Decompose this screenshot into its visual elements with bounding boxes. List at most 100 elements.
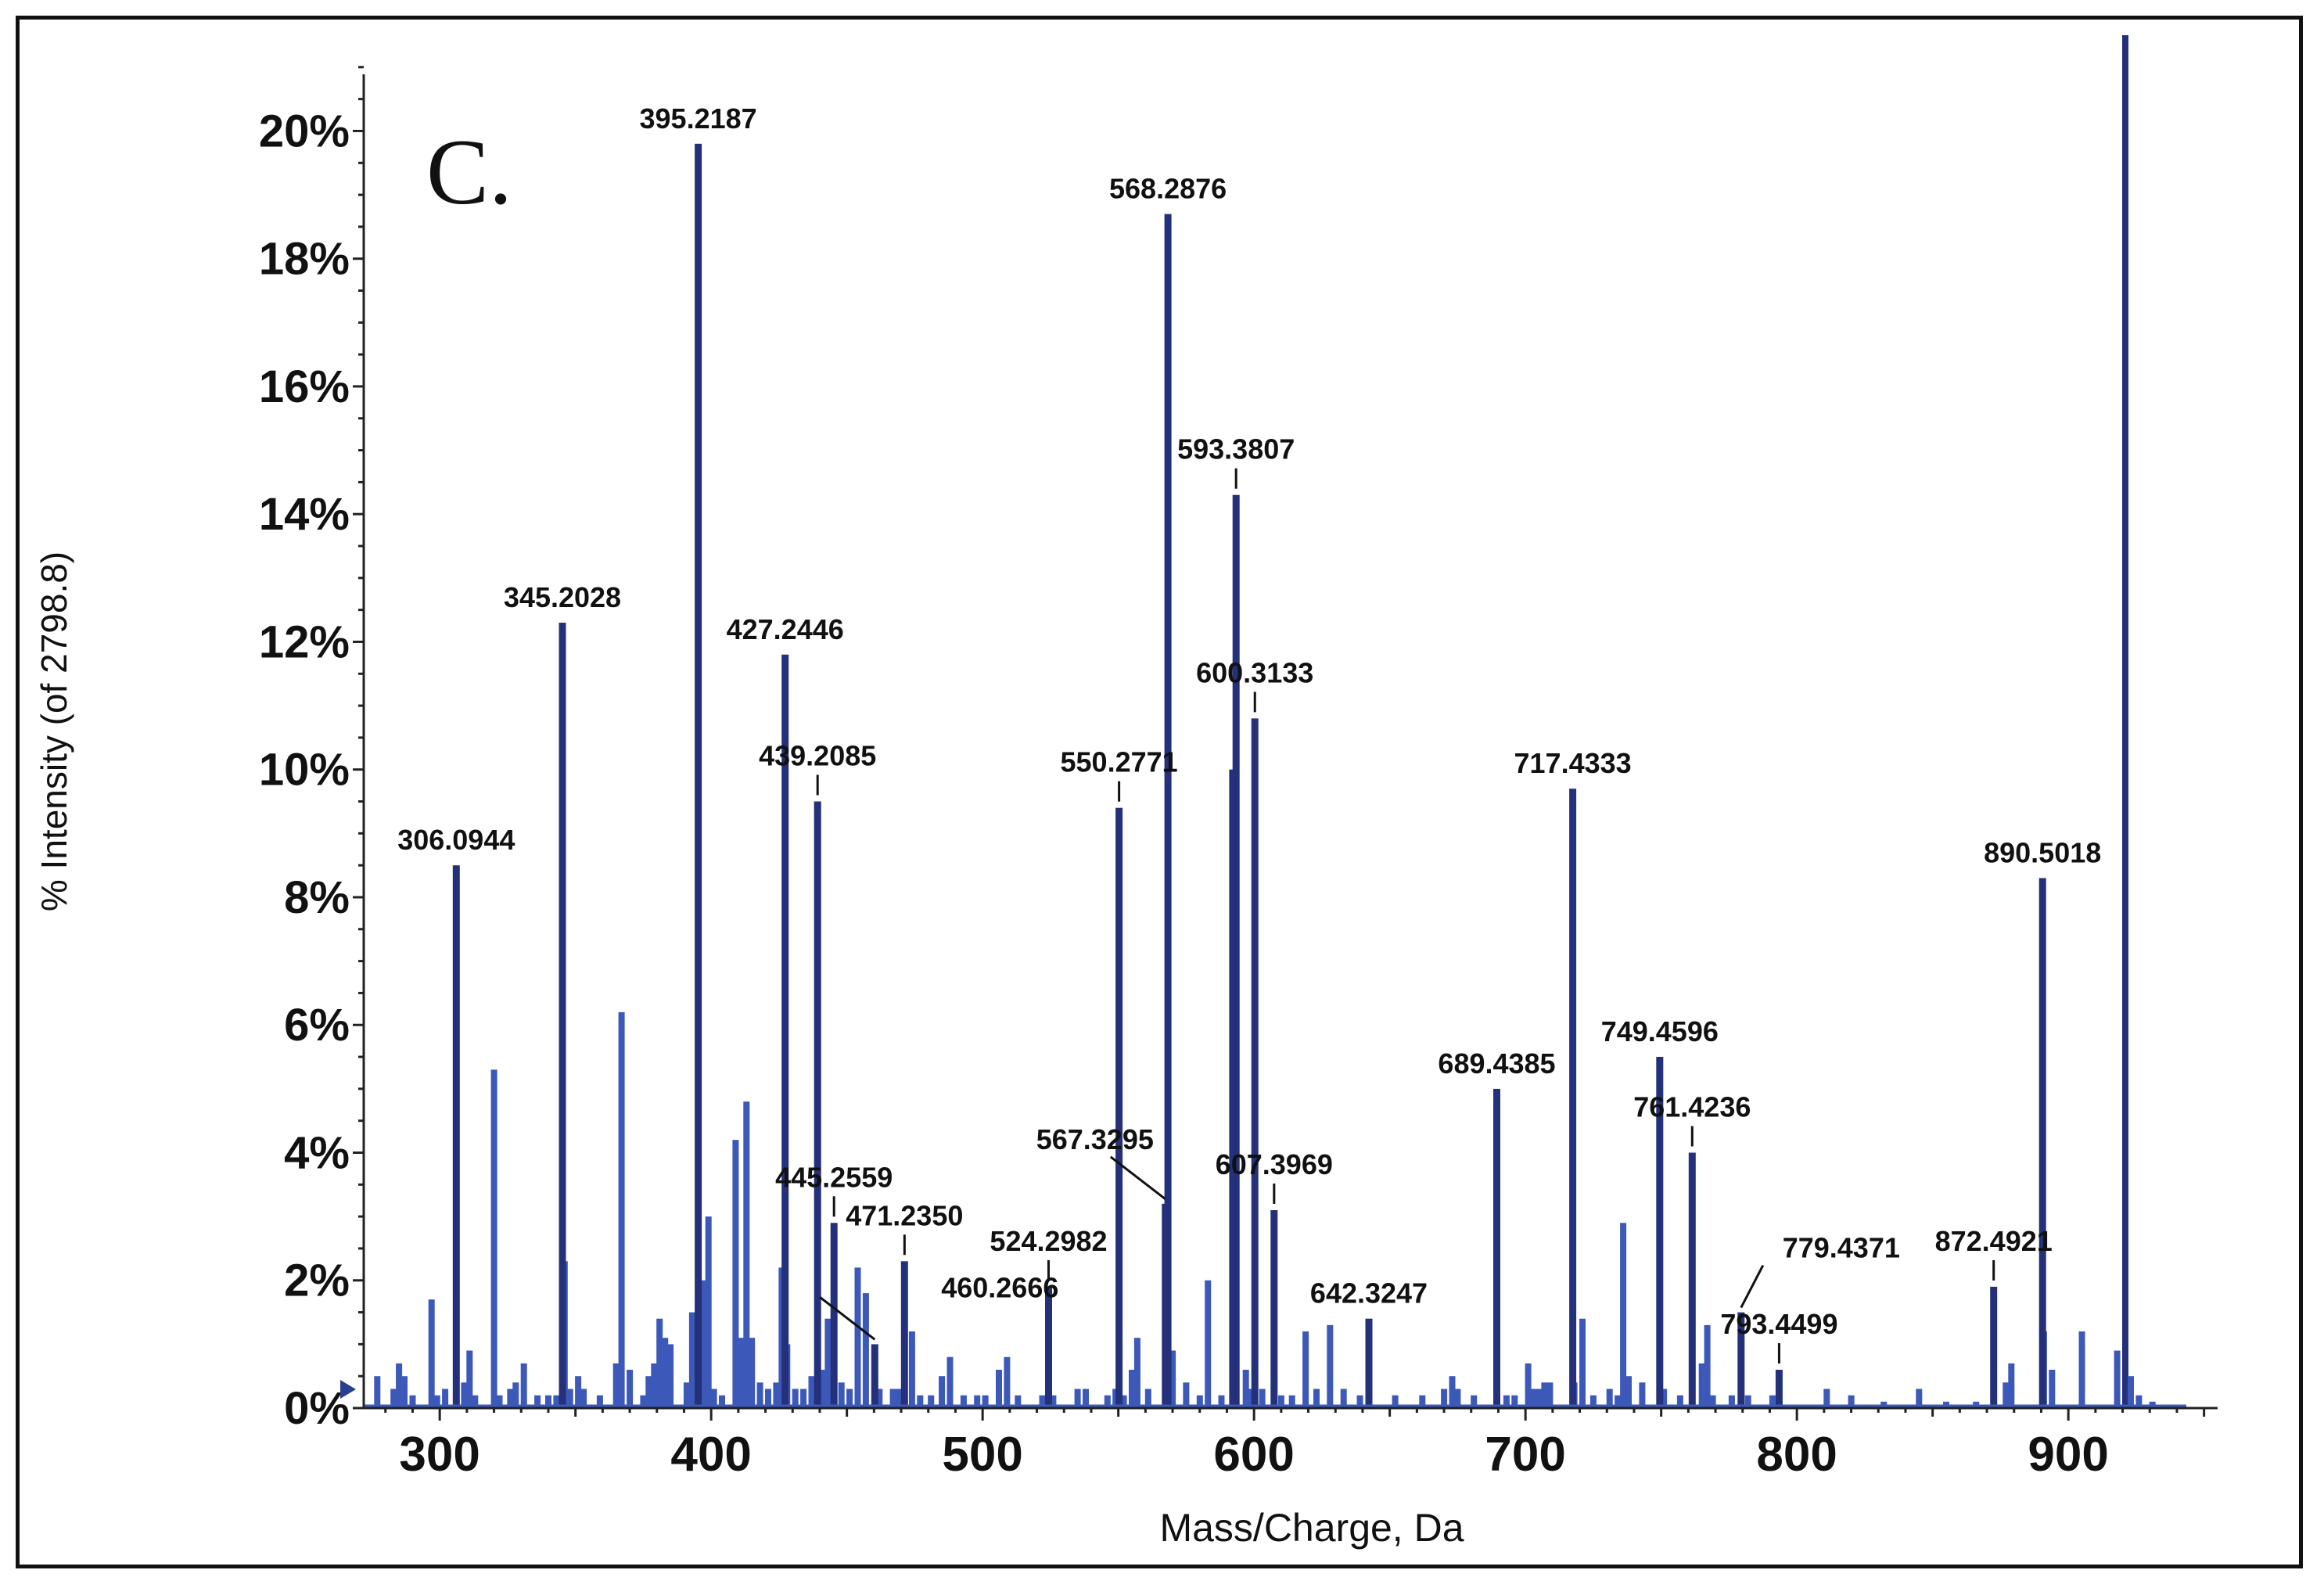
peak-bar [2135,1395,2143,1408]
peak-bar [390,1389,397,1408]
peak-bar [472,1395,479,1408]
peak-bar [974,1395,981,1408]
panel-label: C. [426,120,512,224]
x-tick-label: 500 [942,1428,1022,1482]
peak-bar [819,1370,826,1408]
peak-bar [1259,1389,1266,1408]
peak-bar [2008,1363,2015,1408]
peak-label: 689.4385 [1438,1047,1555,1080]
peak-bar [534,1395,541,1408]
peak-bar [566,1389,573,1408]
peak-bar [1709,1395,1716,1408]
peak-bar [1229,769,1236,1408]
peak-label: 568.2876 [1109,173,1227,205]
peak-label: 890.5018 [1984,837,2101,869]
labeled-peak-bar [1775,1370,1783,1408]
peak-label: 872.4921 [1935,1225,2053,1257]
peak-bar [1615,1395,1622,1408]
peak-bar [512,1382,519,1408]
peak-bar [738,1338,745,1408]
x-tick-label: 400 [670,1428,751,1482]
peak-bar [1530,1389,1537,1408]
peak-bar [1471,1395,1478,1408]
labeled-peak-bar [1990,1286,1998,1408]
peak-label: 761.4236 [1633,1091,1751,1123]
peak-bar [808,1376,815,1408]
peak-bar [1104,1395,1111,1408]
peak-bar [1133,1338,1140,1408]
peak-bar [1327,1324,1334,1408]
peak-bar [1242,1370,1249,1408]
peak-bar [982,1395,989,1408]
peak-bar [627,1370,634,1408]
peak-bar [1916,1389,1923,1408]
peak-bar [1218,1395,1225,1408]
labeled-peak-bar [1656,1057,1664,1408]
peak-bar [699,1280,706,1408]
peak-bar [1625,1376,1632,1408]
peak-label: 607.3969 [1216,1148,1333,1180]
peak-bar [889,1389,896,1408]
peak-bar [824,1318,832,1408]
labeled-peak-bar [1737,1312,1745,1408]
labeled-peak-bar [900,1261,908,1408]
y-tick-label: 4% [284,1127,350,1178]
peak-bar [1661,1389,1668,1408]
peak-bar [1183,1382,1190,1408]
peak-bar [1454,1389,1461,1408]
peak-bar [618,1011,625,1408]
peak-bar [1503,1395,1510,1408]
peak-bar [1120,1395,1127,1408]
labeled-peak-bar [1688,1152,1696,1408]
peak-bar [433,1395,440,1408]
peak-bar [732,1140,739,1408]
labeled-peak-bar [1493,1088,1500,1408]
peak-label: 460.2666 [941,1271,1058,1303]
peak-bar [466,1350,473,1408]
peak-bar [854,1267,861,1408]
peak-bar [1144,1389,1151,1408]
peak-label: 567.3295 [1036,1123,1154,1155]
x-tick-label: 800 [1756,1428,1837,1482]
labeled-peak-bar [1270,1210,1278,1408]
peak-bar [1302,1331,1309,1408]
peak-bar [800,1389,807,1408]
peak-bar [895,1389,902,1408]
mass-spectrum-chart: C. 306.0944 345.2028 395.2187 427.2446 439.2… [34,35,2218,1550]
y-tick-label: 12% [259,616,350,667]
peak-bar [2128,1376,2134,1408]
x-tick-label: 900 [2028,1428,2108,1482]
peak-bar [2049,1370,2056,1408]
peak-bar [928,1395,935,1408]
labeled-peak-bar [1251,718,1259,1408]
axes-layer: 0% 2% 4% 6% 8% 10% 12% 14% 16% 18% 20% 300 400 500 600… [259,66,2218,1482]
peak-bar [1004,1356,1011,1408]
peak-bar [580,1389,587,1408]
peak-bar [1525,1363,1532,1408]
peak-bar [1728,1395,1735,1408]
peak-label: 717.4333 [1514,747,1632,779]
peak-bar [1606,1389,1613,1408]
peak-bar [1340,1389,1347,1408]
peak-bar [749,1338,756,1408]
peak-bar [2114,1350,2121,1408]
peak-label: 550.2771 [1061,746,1178,778]
peak-bar [1823,1389,1830,1408]
peak-bar [838,1382,845,1408]
peak-bar [1769,1395,1776,1408]
peak-bar [792,1389,799,1408]
peak-bar [461,1382,468,1408]
peak-bar [705,1216,712,1408]
peak-bar [667,1344,674,1408]
labeled-peak-bar [695,143,702,1408]
peak-bar [756,1382,763,1408]
peak-bar [645,1376,652,1408]
labeled-peak-bar [1164,214,1172,1409]
x-tick-label: 600 [1213,1428,1294,1482]
x-tick-label: 700 [1485,1428,1565,1482]
peak-bar [939,1376,946,1408]
peak-bar [442,1389,449,1408]
peak-bar [396,1363,403,1408]
peak-bar [1541,1382,1548,1408]
peak-label: 306.0944 [397,824,515,856]
